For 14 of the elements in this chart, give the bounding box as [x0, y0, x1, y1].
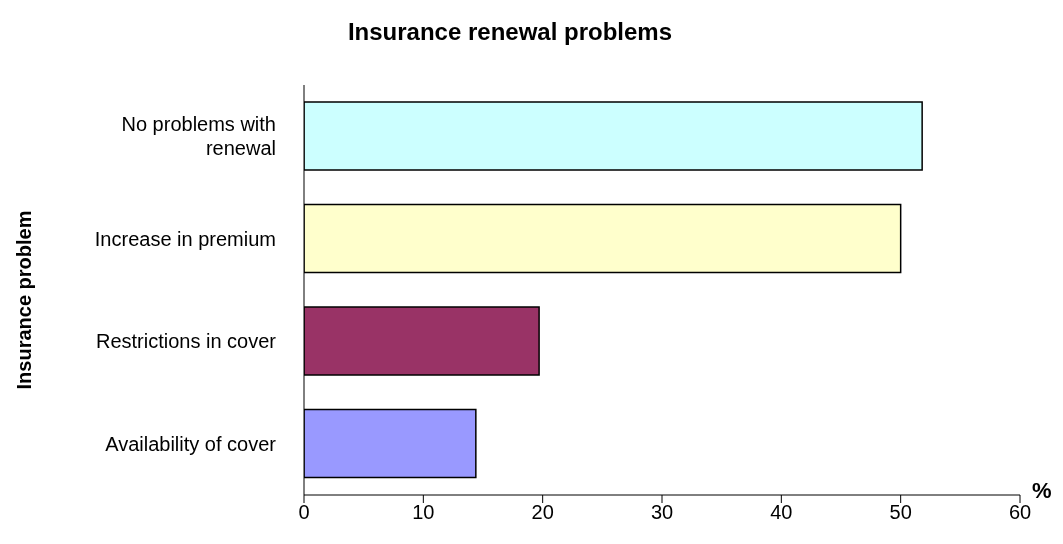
y-tick-label: Increase in premium [94, 227, 276, 250]
x-tick-label: 40 [770, 501, 793, 524]
x-tick-label: 0 [298, 501, 310, 524]
x-axis-title: % [1032, 478, 1052, 504]
x-tick-label: 60 [1008, 501, 1032, 524]
y-tick-label: No problems with renewal [121, 113, 276, 160]
x-tick-label: 10 [412, 501, 435, 524]
chart-title: Insurance renewal problems [346, 18, 674, 46]
x-tick-label: 50 [889, 501, 912, 524]
y-tick-label: Restrictions in cover [95, 330, 277, 353]
x-tick-label: 30 [650, 501, 674, 524]
y-axis-title: Insurance problem [12, 210, 36, 390]
x-tick-label: 20 [531, 501, 554, 524]
y-tick-label: Availability of cover [105, 432, 277, 455]
